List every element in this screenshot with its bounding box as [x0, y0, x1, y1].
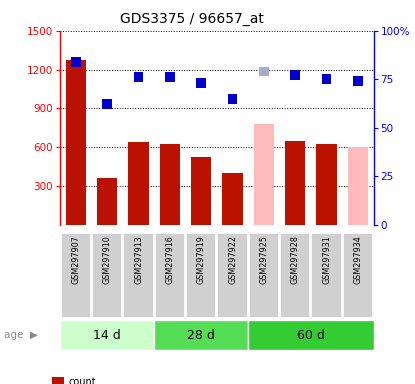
Point: [73, 59, 79, 65]
Text: GSM297916: GSM297916: [165, 235, 174, 284]
Point: [323, 76, 330, 82]
Point: [261, 68, 267, 74]
Bar: [191, 157, 211, 225]
Point: [166, 74, 173, 80]
Bar: [97, 178, 117, 225]
Text: count: count: [68, 377, 96, 384]
Point: [229, 96, 236, 102]
FancyBboxPatch shape: [124, 233, 154, 318]
FancyBboxPatch shape: [155, 233, 185, 318]
Bar: [66, 60, 86, 225]
Text: GSM297919: GSM297919: [197, 235, 206, 284]
Text: 60 d: 60 d: [297, 329, 325, 342]
FancyBboxPatch shape: [61, 233, 91, 318]
FancyBboxPatch shape: [248, 320, 374, 350]
Text: GSM297925: GSM297925: [259, 235, 269, 284]
Text: 14 d: 14 d: [93, 329, 121, 342]
Text: GDS3375 / 96657_at: GDS3375 / 96657_at: [120, 12, 264, 25]
Text: GSM297913: GSM297913: [134, 235, 143, 284]
FancyBboxPatch shape: [60, 320, 154, 350]
FancyBboxPatch shape: [343, 233, 373, 318]
Point: [198, 80, 205, 86]
FancyBboxPatch shape: [186, 233, 216, 318]
FancyBboxPatch shape: [154, 320, 248, 350]
Point: [135, 74, 142, 80]
Text: GSM297907: GSM297907: [71, 235, 81, 284]
Text: GSM297922: GSM297922: [228, 235, 237, 284]
Bar: [285, 141, 305, 225]
Bar: [254, 124, 274, 225]
FancyBboxPatch shape: [217, 233, 247, 318]
FancyBboxPatch shape: [249, 233, 279, 318]
Point: [354, 78, 361, 84]
Bar: [348, 147, 368, 225]
Bar: [160, 144, 180, 225]
Point: [104, 101, 110, 108]
Text: 28 d: 28 d: [187, 329, 215, 342]
FancyBboxPatch shape: [312, 233, 342, 318]
Point: [292, 72, 298, 78]
Text: GSM297928: GSM297928: [290, 235, 300, 284]
Text: GSM297910: GSM297910: [103, 235, 112, 284]
FancyBboxPatch shape: [92, 233, 122, 318]
Text: GSM297934: GSM297934: [353, 235, 362, 284]
Bar: [316, 144, 337, 225]
Text: age  ▶: age ▶: [4, 330, 38, 340]
FancyBboxPatch shape: [280, 233, 310, 318]
Text: GSM297931: GSM297931: [322, 235, 331, 284]
Bar: [222, 173, 243, 225]
Bar: [128, 142, 149, 225]
